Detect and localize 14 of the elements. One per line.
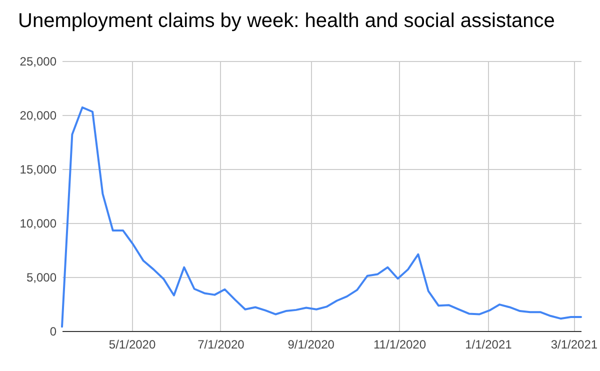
y-tick-label: 10,000: [20, 216, 57, 230]
y-tick-label: 20,000: [20, 108, 57, 122]
x-tick-label: 9/1/2020: [288, 338, 335, 352]
x-tick-label: 5/1/2020: [108, 338, 156, 352]
x-tick-label: 7/1/2020: [198, 338, 245, 352]
x-tick-label: 3/1/2021: [550, 338, 598, 352]
y-tick-label: 0: [50, 324, 57, 338]
y-tick-label: 5,000: [26, 270, 57, 284]
y-tick-label: 25,000: [20, 54, 57, 68]
y-tick-label: 15,000: [20, 162, 57, 176]
chart-title: Unemployment claims by week: health and social assistance: [18, 10, 555, 32]
x-tick-label: 1/1/2021: [465, 338, 512, 352]
x-tick-label: 11/1/2020: [374, 338, 426, 352]
line-series: [61, 106, 582, 328]
